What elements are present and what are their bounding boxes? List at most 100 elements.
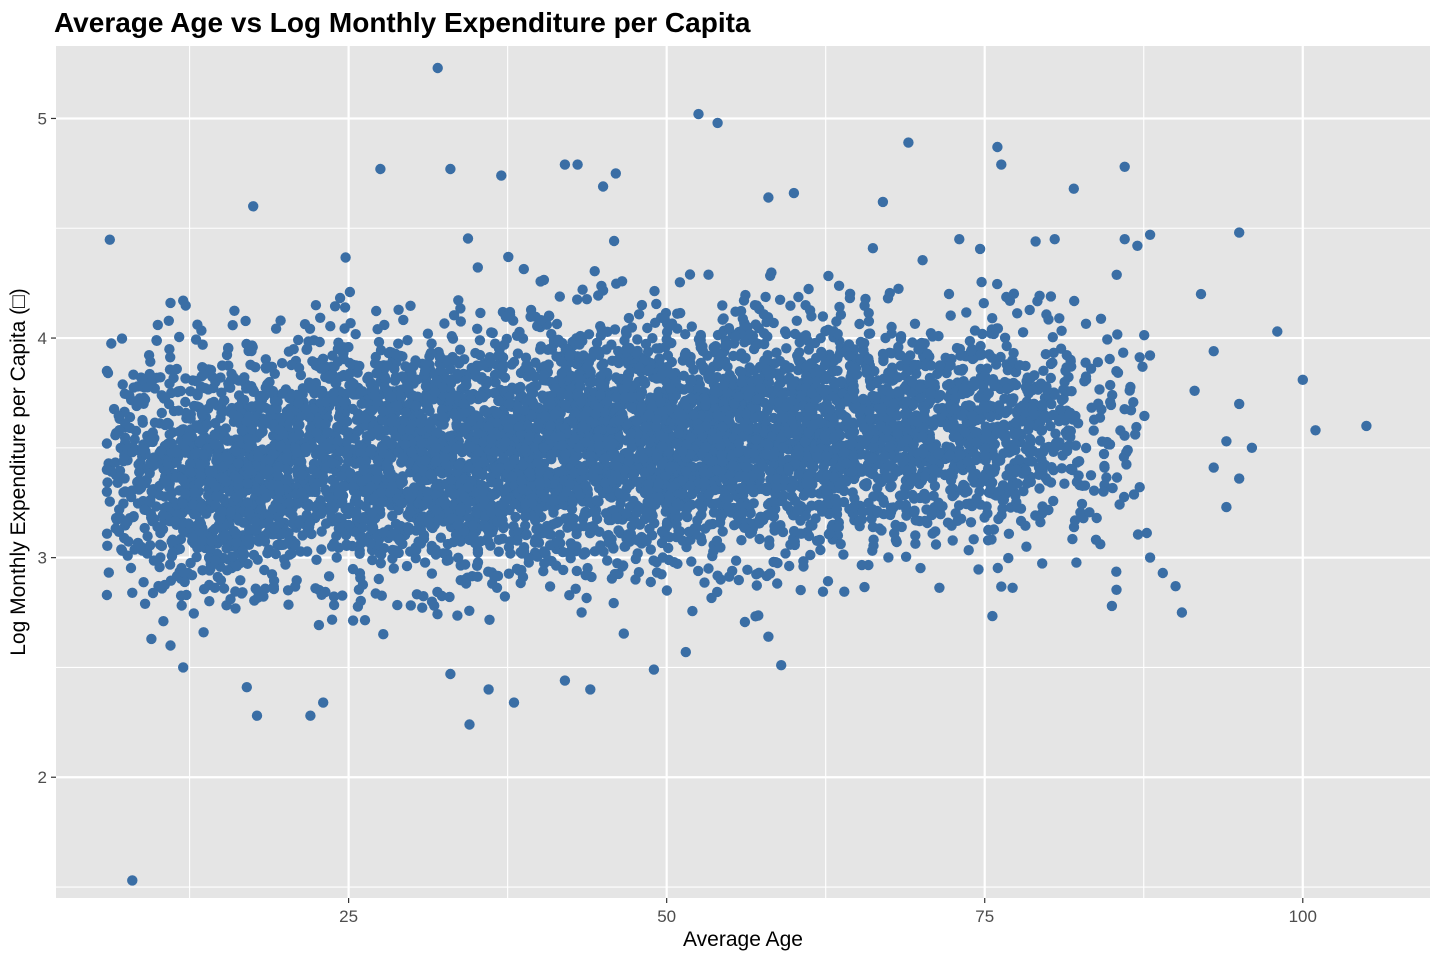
data-point <box>106 338 117 349</box>
data-point <box>175 385 186 397</box>
data-point <box>572 484 584 495</box>
data-point <box>699 577 710 588</box>
data-point <box>378 629 389 640</box>
data-point <box>423 516 434 527</box>
data-point <box>525 311 536 322</box>
data-point <box>347 615 359 626</box>
data-point <box>646 530 658 541</box>
data-point <box>793 291 804 303</box>
data-point <box>822 576 834 587</box>
data-point <box>337 590 348 601</box>
data-point <box>675 307 686 319</box>
data-point <box>1080 442 1092 454</box>
data-point <box>317 353 329 364</box>
data-point <box>192 319 203 330</box>
data-point <box>573 442 585 454</box>
data-point <box>838 549 849 560</box>
data-point <box>477 359 488 371</box>
data-point <box>572 294 583 305</box>
data-point <box>649 285 660 297</box>
data-point <box>580 570 591 581</box>
data-point <box>862 354 874 365</box>
data-point <box>430 490 441 501</box>
data-point <box>693 424 705 435</box>
data-point <box>562 390 574 401</box>
data-point <box>419 365 431 376</box>
data-point <box>498 452 509 464</box>
data-point <box>316 544 327 555</box>
data-point <box>349 433 361 444</box>
data-point <box>430 549 442 560</box>
data-point <box>657 441 668 452</box>
data-point <box>656 537 668 549</box>
data-point <box>320 484 331 495</box>
data-point <box>340 252 351 263</box>
data-point <box>544 540 556 551</box>
data-point <box>406 446 417 458</box>
data-point <box>659 313 670 325</box>
data-point <box>680 510 691 521</box>
data-point <box>454 344 466 355</box>
data-point <box>524 467 535 478</box>
data-point <box>591 337 603 348</box>
data-point <box>751 580 762 591</box>
data-point <box>346 387 357 398</box>
data-point <box>392 599 403 611</box>
data-point <box>472 428 483 439</box>
data-point <box>295 369 307 381</box>
data-point <box>651 557 662 568</box>
data-point <box>355 595 366 607</box>
data-point <box>435 532 447 543</box>
data-point <box>927 331 938 342</box>
data-point <box>795 584 806 596</box>
data-point <box>497 514 508 526</box>
data-point <box>683 501 694 512</box>
data-point <box>444 591 455 603</box>
data-point <box>467 520 479 531</box>
data-point <box>536 315 547 326</box>
data-point <box>367 522 379 533</box>
data-point <box>910 538 921 549</box>
data-point <box>404 424 415 435</box>
data-point <box>623 312 635 324</box>
data-point <box>490 377 501 388</box>
data-point <box>560 448 571 460</box>
data-point <box>489 446 500 457</box>
data-point <box>1037 558 1048 569</box>
data-point <box>595 540 606 551</box>
data-point <box>313 619 325 631</box>
data-point <box>737 507 748 519</box>
data-point <box>545 399 557 410</box>
data-point <box>412 391 423 402</box>
data-point <box>308 403 319 415</box>
data-point <box>535 487 546 499</box>
data-point <box>366 507 378 518</box>
data-point <box>347 563 359 575</box>
data-point <box>529 537 541 548</box>
data-point <box>378 527 389 538</box>
data-point <box>611 512 622 523</box>
data-point <box>613 525 624 536</box>
data-point <box>600 453 611 464</box>
data-point <box>773 380 784 391</box>
data-point <box>512 348 524 359</box>
data-point <box>680 466 692 477</box>
data-point <box>400 361 411 372</box>
data-point <box>576 465 588 476</box>
data-point <box>216 387 227 398</box>
data-point <box>674 277 686 288</box>
data-point <box>882 293 894 304</box>
data-point <box>640 421 651 433</box>
data-point <box>930 539 942 550</box>
data-point <box>233 390 245 401</box>
data-point <box>620 326 632 338</box>
data-point <box>927 528 938 539</box>
data-point <box>417 602 428 613</box>
data-point <box>327 458 338 469</box>
data-point <box>730 331 742 342</box>
data-point <box>582 361 593 373</box>
data-point <box>579 510 590 521</box>
data-point <box>510 511 521 523</box>
data-point <box>578 350 589 361</box>
data-point <box>493 395 504 407</box>
